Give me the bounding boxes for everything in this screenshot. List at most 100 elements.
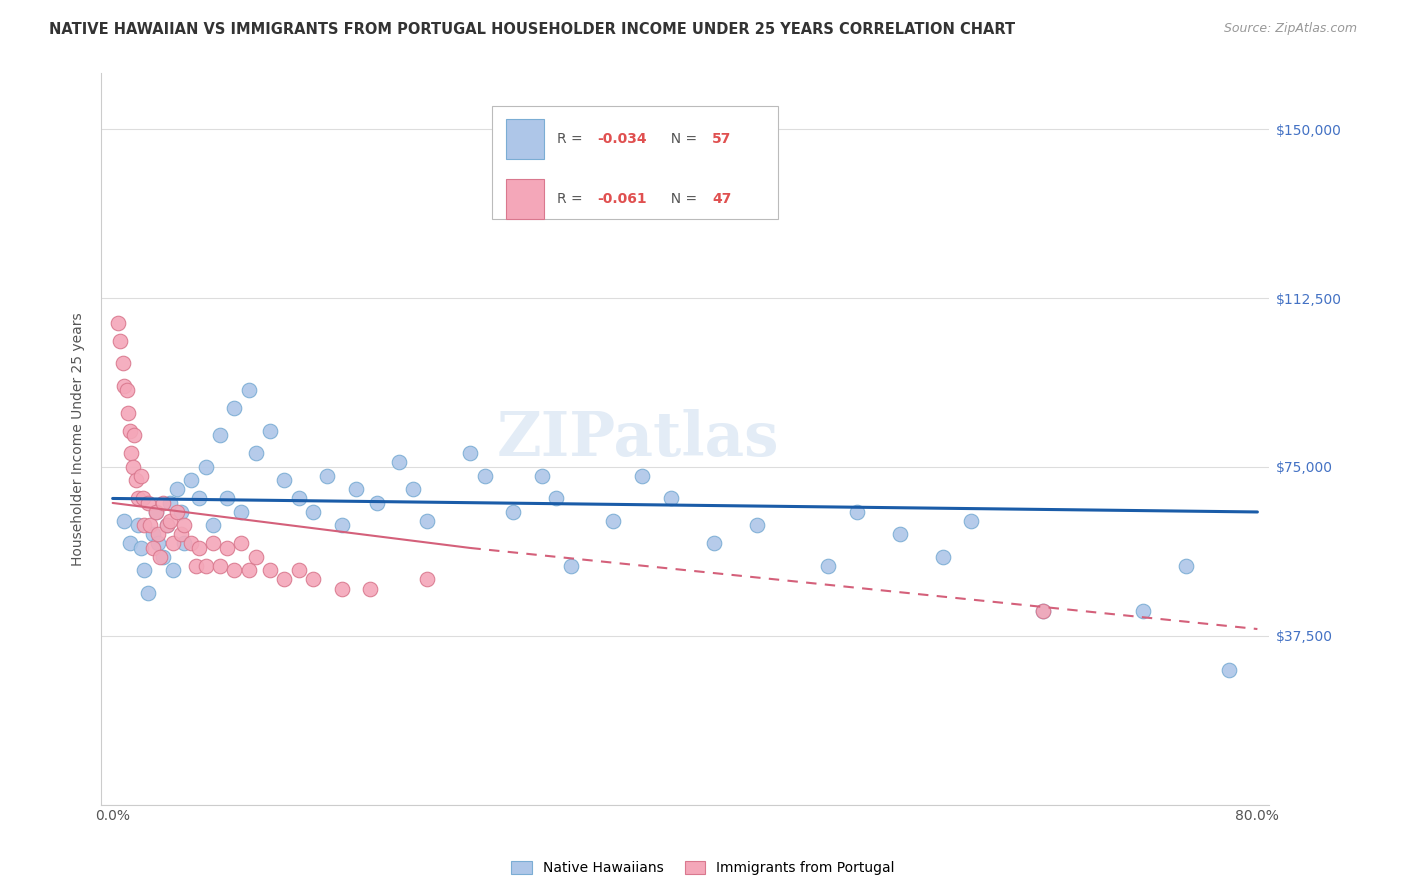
Point: [1032, 604, 1054, 618]
Point: [180, 536, 202, 550]
Point: [201, 536, 224, 550]
Point: [142, 541, 165, 555]
Point: [138, 586, 160, 600]
Point: [145, 505, 167, 519]
Point: [217, 491, 239, 506]
Point: [302, 505, 325, 519]
Point: [316, 469, 339, 483]
Point: [416, 573, 439, 587]
Text: R =: R =: [557, 132, 586, 145]
Point: [631, 469, 654, 483]
Point: [1132, 604, 1154, 618]
Point: [112, 379, 135, 393]
Point: [148, 527, 170, 541]
Point: [115, 384, 138, 398]
Point: [162, 536, 184, 550]
Point: [187, 491, 209, 506]
Point: [366, 496, 388, 510]
Point: [502, 505, 524, 519]
Point: [152, 549, 174, 564]
Point: [166, 483, 188, 497]
Point: [152, 496, 174, 510]
FancyBboxPatch shape: [492, 106, 779, 219]
Text: Source: ZipAtlas.com: Source: ZipAtlas.com: [1223, 22, 1357, 36]
Point: [460, 446, 482, 460]
Point: [602, 514, 624, 528]
Point: [117, 406, 139, 420]
Point: [359, 582, 381, 596]
Point: [259, 564, 281, 578]
Point: [703, 536, 725, 550]
Text: NATIVE HAWAIIAN VS IMMIGRANTS FROM PORTUGAL HOUSEHOLDER INCOME UNDER 25 YEARS CO: NATIVE HAWAIIAN VS IMMIGRANTS FROM PORTU…: [49, 22, 1015, 37]
Point: [388, 455, 411, 469]
Point: [184, 559, 207, 574]
Point: [238, 564, 260, 578]
Point: [845, 505, 868, 519]
Point: [118, 424, 141, 438]
Point: [145, 505, 167, 519]
Point: [173, 518, 195, 533]
Point: [121, 459, 143, 474]
Point: [138, 496, 160, 510]
Point: [546, 491, 568, 506]
Legend: Native Hawaiians, Immigrants from Portugal: Native Hawaiians, Immigrants from Portug…: [506, 855, 900, 880]
Point: [142, 527, 165, 541]
Text: R =: R =: [557, 192, 586, 206]
Point: [238, 384, 260, 398]
Point: [194, 459, 217, 474]
Point: [170, 527, 193, 541]
Point: [111, 356, 134, 370]
Text: -0.061: -0.061: [598, 192, 647, 206]
Point: [159, 514, 181, 528]
Point: [180, 474, 202, 488]
Point: [122, 428, 145, 442]
Point: [1174, 559, 1197, 574]
Point: [231, 536, 253, 550]
Y-axis label: Householder Income Under 25 years: Householder Income Under 25 years: [72, 312, 86, 566]
Point: [1218, 663, 1240, 677]
Point: [302, 573, 325, 587]
Point: [1032, 604, 1054, 618]
Point: [224, 401, 246, 416]
Point: [112, 514, 135, 528]
Point: [170, 505, 193, 519]
Point: [134, 564, 156, 578]
Text: 47: 47: [711, 192, 731, 206]
Point: [129, 541, 152, 555]
Point: [194, 559, 217, 574]
Point: [287, 564, 309, 578]
Point: [330, 582, 353, 596]
Point: [259, 424, 281, 438]
Point: [149, 549, 172, 564]
Text: 57: 57: [711, 132, 731, 145]
Point: [166, 505, 188, 519]
Point: [817, 559, 839, 574]
Point: [162, 564, 184, 578]
Point: [134, 518, 156, 533]
Point: [273, 573, 295, 587]
Point: [208, 559, 231, 574]
Text: ZIPatlas: ZIPatlas: [498, 409, 779, 469]
Point: [560, 559, 582, 574]
Point: [129, 469, 152, 483]
Point: [159, 496, 181, 510]
Point: [120, 446, 142, 460]
Point: [217, 541, 239, 555]
Point: [245, 446, 267, 460]
Point: [173, 536, 195, 550]
Point: [416, 514, 439, 528]
Point: [273, 474, 295, 488]
Point: [208, 428, 231, 442]
Point: [156, 518, 179, 533]
Point: [231, 505, 253, 519]
Point: [156, 518, 179, 533]
Bar: [506, 178, 544, 219]
Point: [108, 334, 131, 348]
Point: [107, 316, 129, 330]
Point: [960, 514, 983, 528]
Point: [224, 564, 246, 578]
Point: [402, 483, 425, 497]
Point: [745, 518, 768, 533]
Point: [245, 549, 267, 564]
Bar: [506, 119, 544, 159]
